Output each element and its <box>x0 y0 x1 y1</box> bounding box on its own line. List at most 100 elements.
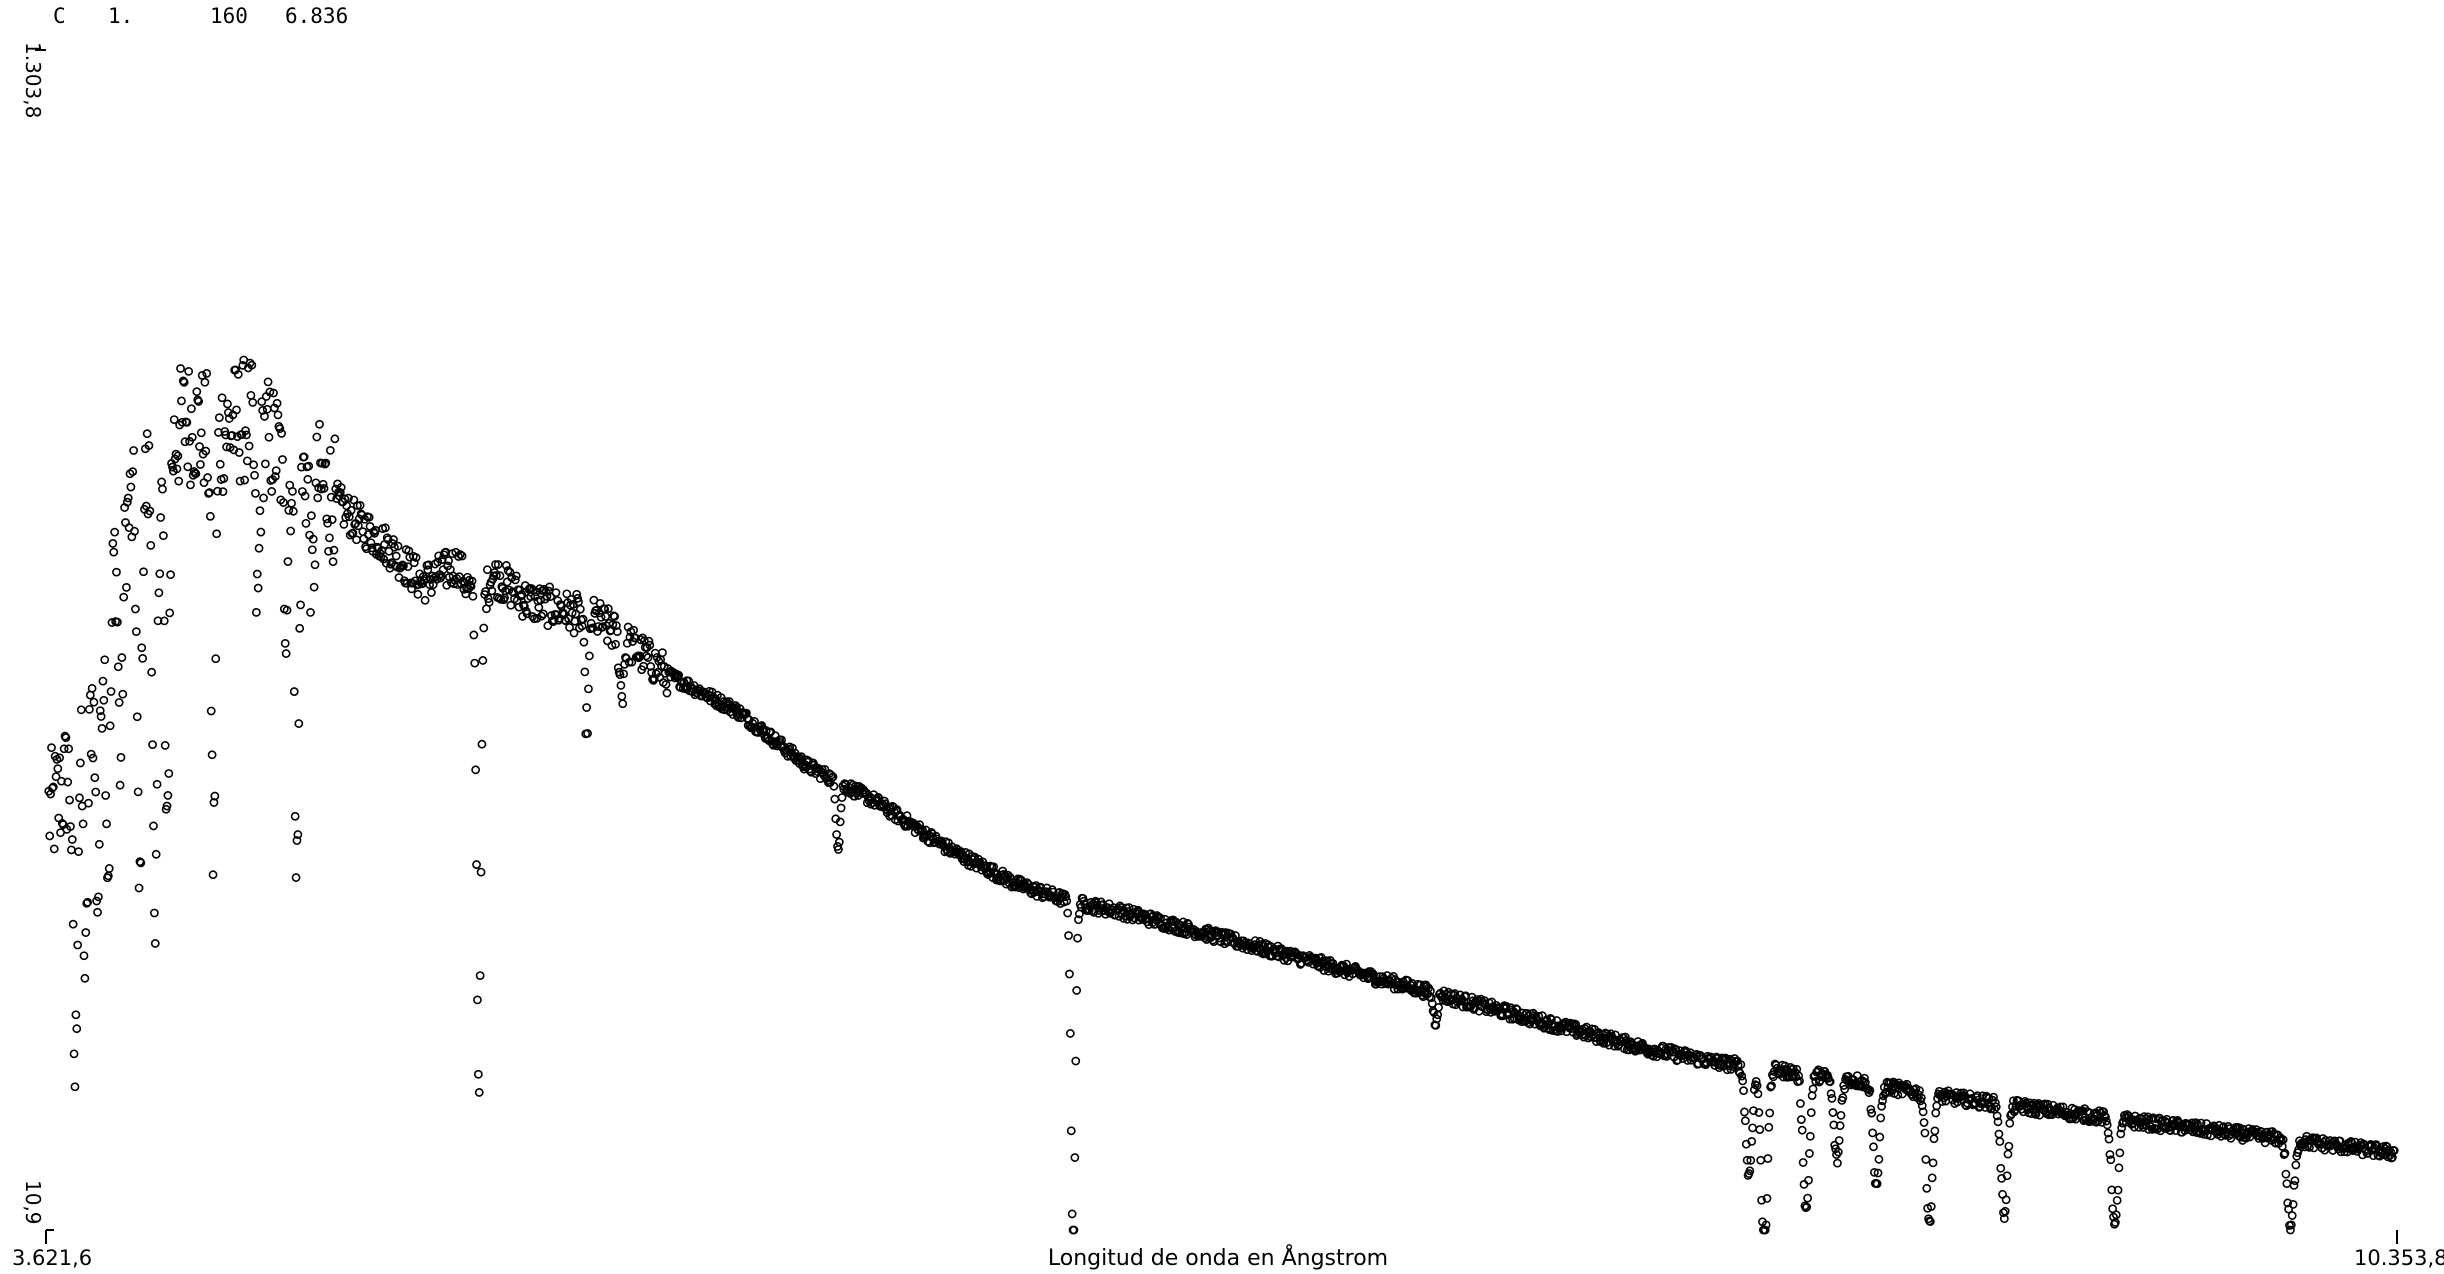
data-point <box>94 892 103 902</box>
data-point <box>645 640 655 650</box>
data-point <box>469 630 479 640</box>
data-point <box>636 635 646 645</box>
data-point <box>184 366 194 376</box>
data-point <box>1795 1076 1804 1086</box>
data-point <box>2113 1185 2123 1195</box>
data-point <box>1925 1217 1935 1226</box>
data-point <box>139 567 148 577</box>
data-point <box>1065 1029 1075 1038</box>
data-point <box>73 940 83 950</box>
data-point <box>1066 1126 1076 1136</box>
data-point <box>2281 1169 2291 1179</box>
data-point <box>1751 1077 1761 1086</box>
data-point <box>92 896 102 906</box>
data-point <box>1739 1086 1748 1096</box>
data-point <box>1200 933 1210 943</box>
data-point <box>2000 1206 2010 1216</box>
data-point <box>65 795 74 805</box>
scatter-points <box>44 355 2399 1235</box>
header-field: 1. <box>108 4 133 28</box>
data-point <box>1072 986 1082 995</box>
data-point <box>318 479 328 489</box>
data-point <box>1921 1155 1931 1164</box>
data-point <box>1311 953 1321 963</box>
data-point <box>70 1082 80 1092</box>
data-point <box>59 744 69 754</box>
data-point <box>565 623 574 632</box>
data-point <box>584 684 593 694</box>
data-point <box>329 545 339 555</box>
data-point <box>68 919 78 929</box>
data-point <box>291 873 301 882</box>
data-point <box>1061 892 1071 902</box>
data-point <box>2115 1148 2125 1158</box>
data-point <box>644 636 654 646</box>
data-point <box>313 493 323 503</box>
data-point <box>1878 1096 1887 1106</box>
data-point <box>260 459 270 469</box>
data-point <box>835 817 845 827</box>
data-point <box>2104 1134 2114 1144</box>
data-point <box>107 618 117 627</box>
data-point <box>128 467 138 477</box>
data-point <box>1780 1061 1790 1071</box>
data-point <box>402 578 412 588</box>
data-point <box>208 870 218 880</box>
data-point <box>1926 1202 1936 1211</box>
data-point <box>502 577 512 587</box>
data-point <box>643 653 653 662</box>
data-point <box>87 684 97 693</box>
y-tick-label-top: 1.303,8 <box>21 42 45 118</box>
data-point <box>240 475 250 485</box>
data-point <box>505 567 515 577</box>
data-point <box>1638 1038 1647 1048</box>
data-point <box>575 604 585 614</box>
data-point <box>157 477 166 487</box>
data-point <box>88 753 98 763</box>
data-point <box>409 558 419 568</box>
data-point <box>641 651 651 661</box>
data-point <box>149 908 159 918</box>
data-point <box>205 488 214 497</box>
data-point <box>164 769 174 778</box>
data-point <box>45 831 55 841</box>
data-point <box>1825 1077 1835 1087</box>
data-point <box>411 553 421 562</box>
data-point <box>1064 931 1073 940</box>
data-point <box>295 623 305 633</box>
data-point <box>134 883 144 893</box>
data-point <box>828 772 838 782</box>
data-point <box>1930 1126 1940 1136</box>
data-point <box>1808 1084 1818 1094</box>
data-point <box>837 793 847 802</box>
data-point <box>2286 1220 2296 1230</box>
data-point <box>466 581 476 591</box>
data-point <box>75 758 85 768</box>
data-point <box>162 801 172 811</box>
data-point <box>215 459 225 469</box>
data-point <box>836 803 846 813</box>
data-point <box>1972 1091 1982 1101</box>
data-point <box>288 506 298 516</box>
data-point <box>1869 1142 1878 1152</box>
data-point <box>1989 1092 1998 1102</box>
data-point <box>211 654 221 664</box>
data-point <box>580 667 590 677</box>
data-point <box>85 704 94 714</box>
data-point <box>384 546 394 556</box>
data-point <box>272 398 282 408</box>
data-point <box>57 776 66 786</box>
data-point <box>1432 1014 1442 1024</box>
data-point <box>78 819 88 829</box>
data-point <box>286 526 296 536</box>
data-point <box>287 498 296 508</box>
data-point <box>235 476 245 486</box>
data-point <box>1828 1108 1838 1117</box>
data-point <box>2106 1155 2116 1165</box>
data-point <box>1994 1129 2004 1139</box>
data-point <box>260 412 269 421</box>
data-point <box>130 526 139 536</box>
data-point <box>1838 1093 1848 1102</box>
data-point <box>1073 933 1082 943</box>
data-point <box>403 562 413 572</box>
